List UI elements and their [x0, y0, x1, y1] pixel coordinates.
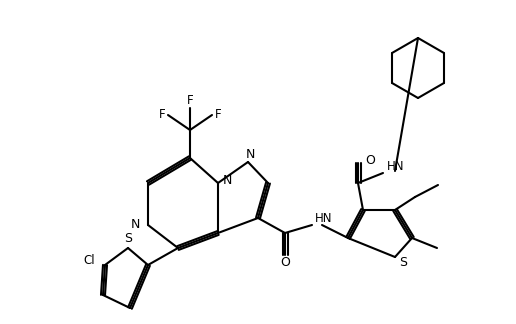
Text: S: S [399, 256, 407, 269]
Text: Cl: Cl [84, 253, 95, 267]
Text: F: F [159, 109, 165, 122]
Text: N: N [223, 175, 232, 188]
Text: N: N [245, 148, 255, 161]
Text: F: F [187, 95, 194, 108]
Text: N: N [131, 218, 140, 232]
Text: S: S [124, 233, 132, 246]
Text: O: O [365, 155, 375, 168]
Text: F: F [215, 109, 221, 122]
Text: HN: HN [315, 212, 332, 225]
Text: O: O [280, 257, 290, 270]
Text: HN: HN [387, 159, 405, 172]
